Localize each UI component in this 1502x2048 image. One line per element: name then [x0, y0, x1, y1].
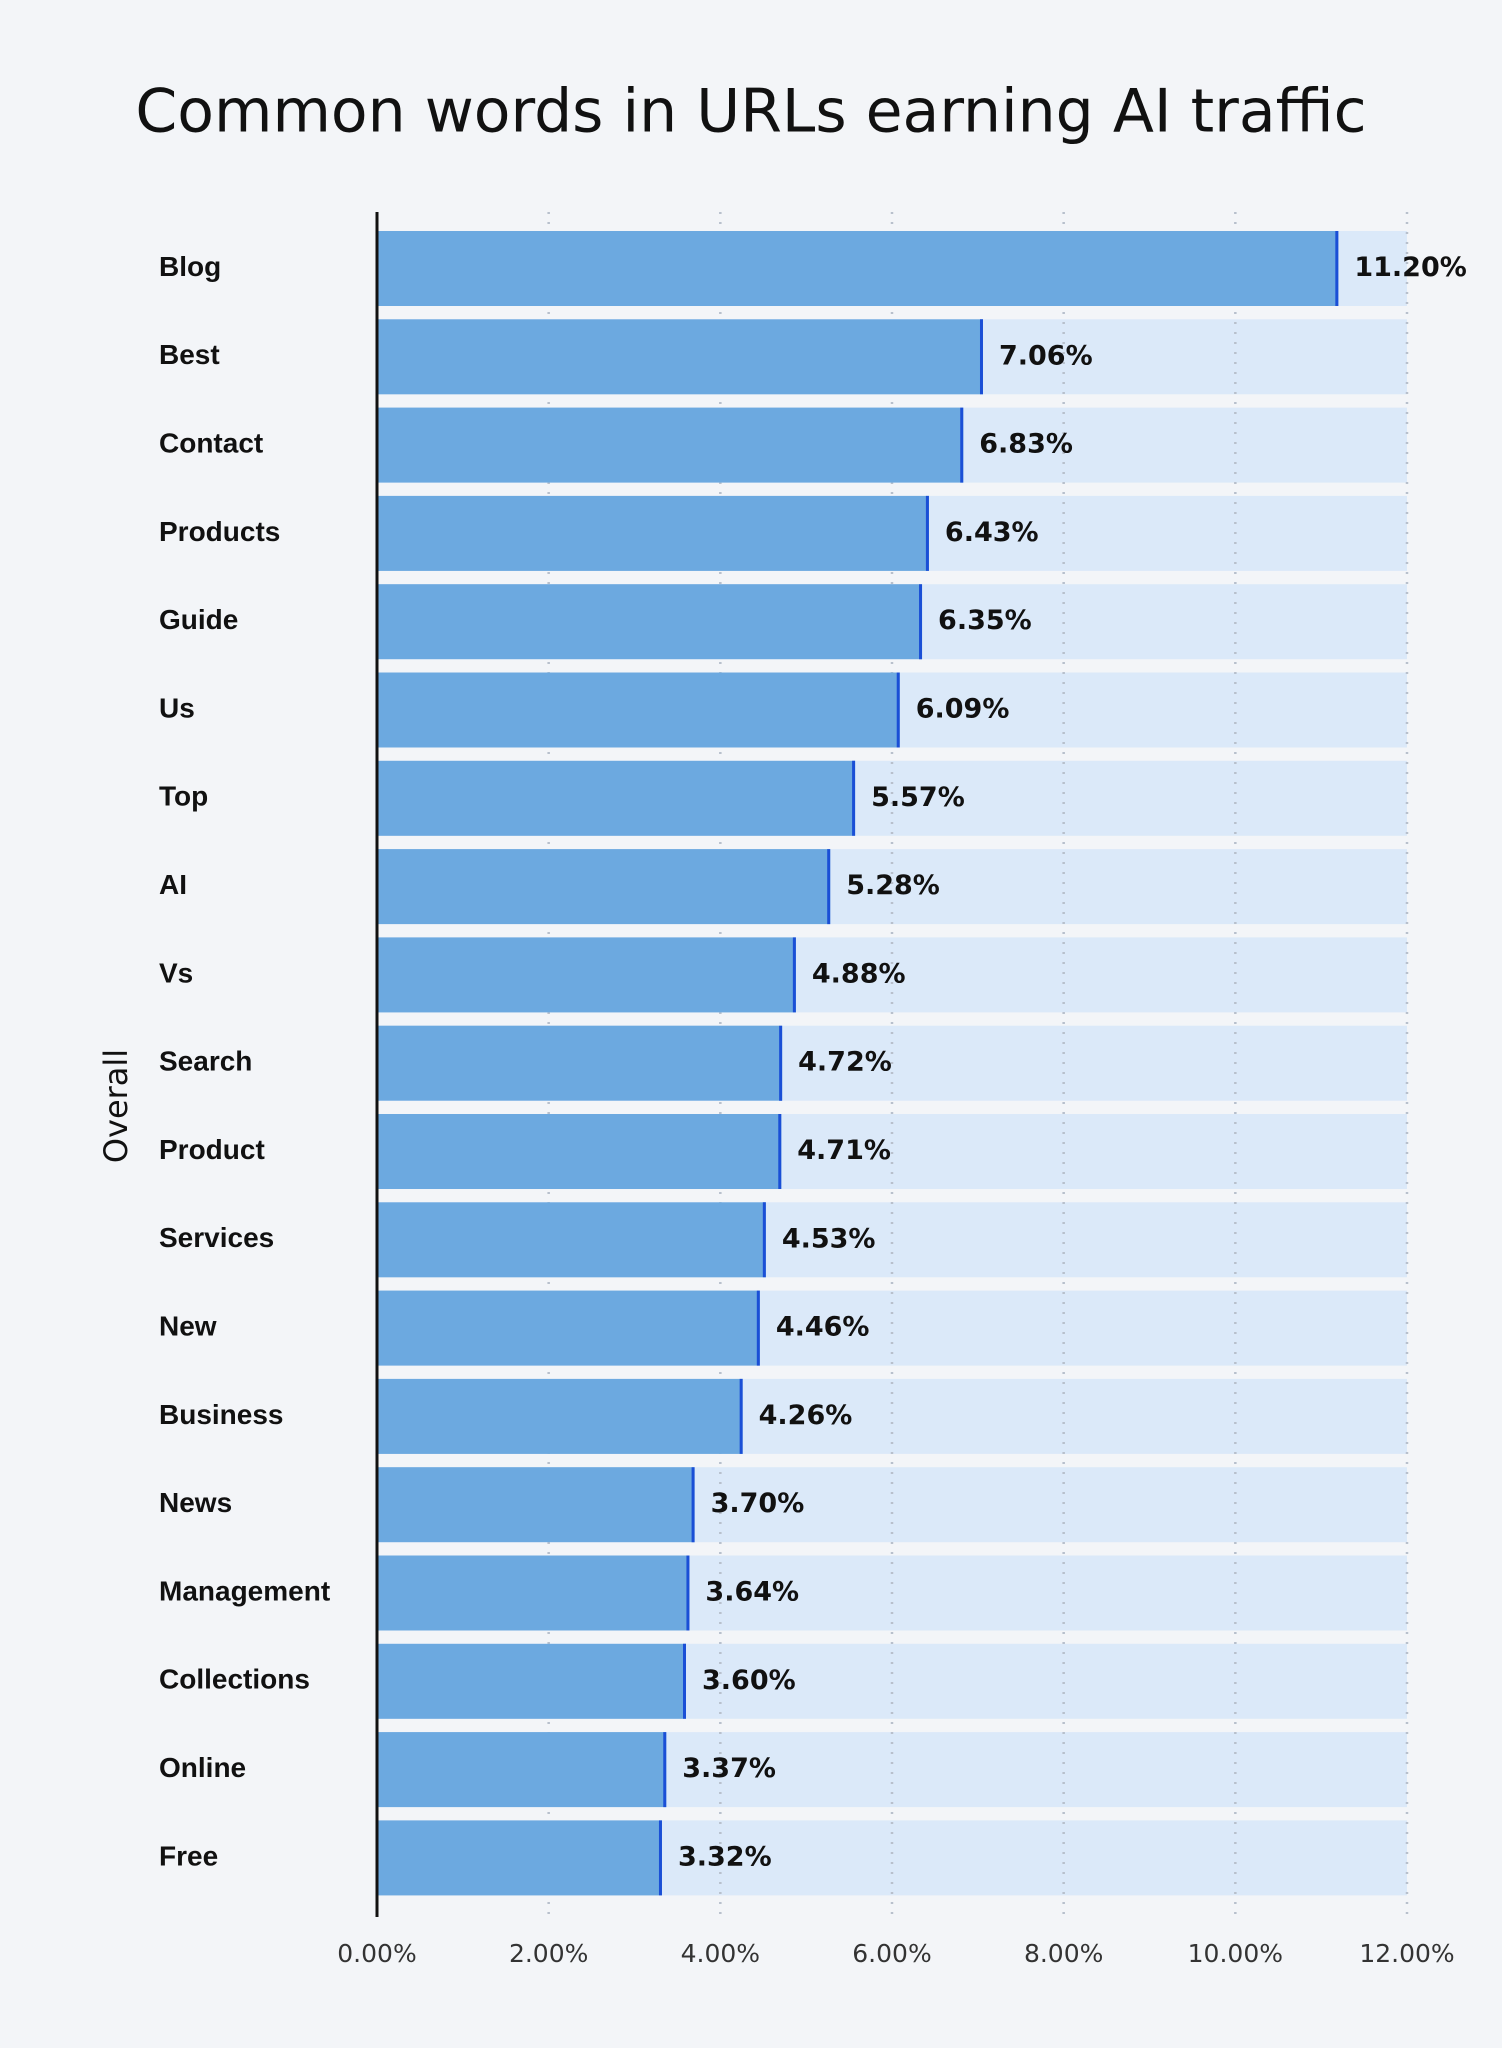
- bar: [377, 760, 856, 836]
- bar: [377, 1378, 743, 1454]
- y-tick-label: Online: [159, 1752, 246, 1783]
- bar: [377, 1555, 690, 1631]
- x-tick-label: 6.00%: [852, 1939, 931, 1968]
- x-tick-label: 0.00%: [337, 1939, 416, 1968]
- y-tick-label: Collections: [159, 1664, 310, 1695]
- bar: [377, 849, 831, 925]
- value-label: 4.46%: [776, 1312, 870, 1343]
- value-label: 4.72%: [798, 1047, 892, 1078]
- y-tick-label: Blog: [159, 251, 221, 282]
- y-tick-label: Vs: [159, 957, 193, 988]
- value-label: 4.71%: [797, 1135, 891, 1166]
- y-tick-label: Product: [159, 1134, 265, 1165]
- value-label: 3.70%: [711, 1488, 805, 1519]
- bar: [377, 1114, 782, 1189]
- y-tick-label: News: [159, 1487, 232, 1518]
- y-tick-label: Services: [159, 1222, 274, 1253]
- bar: [377, 1290, 760, 1366]
- value-label: 4.88%: [812, 958, 906, 989]
- y-tick-label: Contact: [159, 427, 263, 458]
- y-tick-label: AI: [159, 869, 187, 900]
- bar: [377, 407, 964, 483]
- x-tick-label: 10.00%: [1188, 1939, 1283, 1968]
- bar: [377, 319, 983, 395]
- x-tick-label: 12.00%: [1359, 1939, 1454, 1968]
- bar: [377, 584, 923, 660]
- value-label: 6.09%: [916, 694, 1010, 725]
- bar: [377, 1025, 783, 1101]
- x-tick-label: 2.00%: [509, 1939, 588, 1968]
- y-axis-label: Overall: [97, 1049, 135, 1163]
- value-label: 3.37%: [682, 1753, 776, 1784]
- value-label: 5.28%: [846, 870, 940, 901]
- bar: [377, 1643, 686, 1719]
- value-label: 5.57%: [871, 782, 965, 813]
- value-label: 7.06%: [999, 340, 1093, 371]
- y-tick-label: New: [159, 1310, 217, 1341]
- value-label: 6.35%: [938, 605, 1032, 636]
- bar: [377, 672, 900, 748]
- bar: [377, 231, 1339, 306]
- value-label: 3.60%: [702, 1665, 796, 1696]
- bar: [377, 937, 796, 1013]
- y-tick-label: Best: [159, 339, 220, 370]
- y-tick-label: Search: [159, 1046, 252, 1077]
- chart-title: Common words in URLs earning AI traffic: [135, 77, 1366, 147]
- y-tick-label: Us: [159, 692, 195, 723]
- bar: [377, 495, 929, 571]
- y-tick-label: Free: [159, 1840, 218, 1871]
- y-tick-label: Business: [159, 1399, 284, 1430]
- bar: [377, 1467, 695, 1543]
- value-label: 3.64%: [705, 1577, 799, 1608]
- y-tick-label: Management: [159, 1575, 330, 1606]
- value-label: 11.20%: [1354, 252, 1466, 283]
- value-label: 4.26%: [759, 1400, 853, 1431]
- x-tick-label: 4.00%: [681, 1939, 760, 1968]
- y-tick-label: Products: [159, 516, 280, 547]
- value-label: 6.83%: [979, 429, 1073, 460]
- y-tick-label: Top: [159, 781, 208, 812]
- value-label: 6.43%: [945, 517, 1039, 548]
- bar: [377, 1820, 662, 1896]
- bar: [377, 1732, 667, 1808]
- bar: [377, 1202, 766, 1278]
- x-tick-label: 8.00%: [1024, 1939, 1103, 1968]
- value-label: 4.53%: [782, 1223, 876, 1254]
- value-label: 3.32%: [678, 1841, 772, 1872]
- y-tick-label: Guide: [159, 604, 238, 635]
